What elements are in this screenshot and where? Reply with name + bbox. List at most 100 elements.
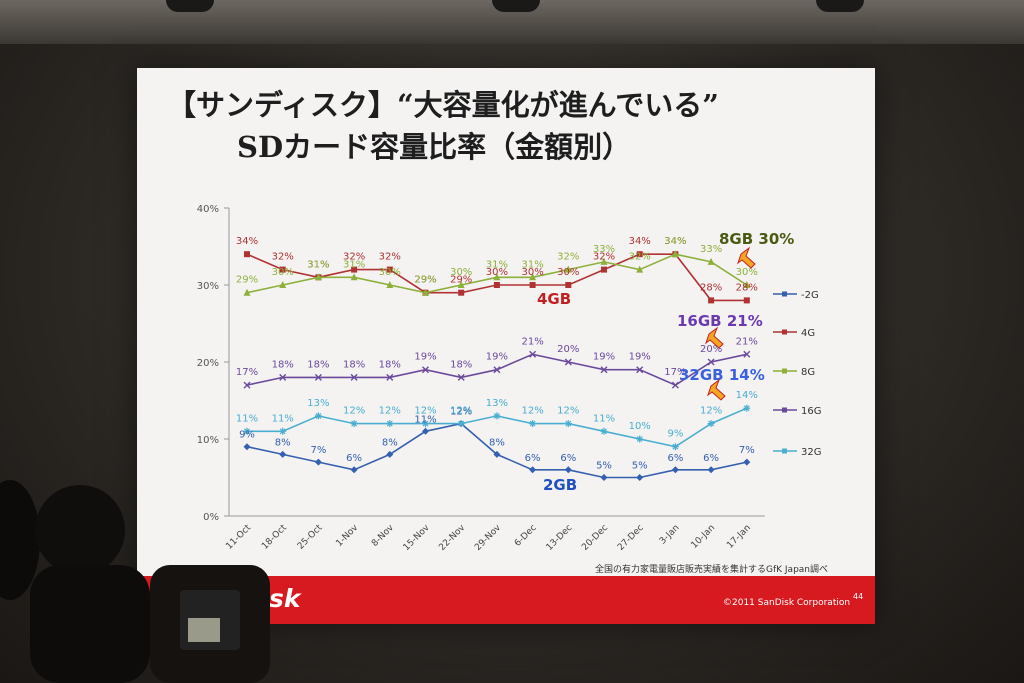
data-label: 34% [664, 236, 686, 247]
data-label: 11% [593, 413, 615, 424]
legend-label-s32g: 32G [801, 447, 821, 458]
legend-marker-s8g [782, 368, 787, 374]
data-point [279, 266, 286, 273]
data-label: 20% [557, 344, 579, 355]
data-point [457, 420, 465, 428]
data-label: 32% [629, 252, 651, 263]
legend-marker-s4g [782, 329, 787, 335]
data-label: 32% [343, 252, 365, 263]
series-s8g [243, 250, 751, 296]
data-label: 21% [521, 336, 543, 347]
data-label: 6% [667, 453, 683, 464]
x-tick-label: 15-Nov [402, 523, 432, 553]
x-tick-label: 29-Nov [473, 523, 503, 553]
data-point [707, 358, 715, 366]
source-note: 全国の有力家電量販店販売実績を集計するGfK Japan調べ [595, 565, 829, 575]
x-tick-label: 3-Jan [658, 523, 682, 547]
data-label: 19% [486, 352, 508, 363]
data-label: 5% [632, 461, 648, 472]
data-point [529, 466, 537, 474]
x-tick-label: 20-Dec [580, 523, 610, 553]
data-point [279, 450, 287, 458]
data-label: 9% [239, 430, 255, 441]
data-point [636, 265, 644, 273]
data-label: 31% [343, 259, 365, 270]
data-point [457, 281, 465, 288]
copyright-text: ©2011 SanDisk Corporation [723, 598, 851, 608]
data-label: 12% [450, 407, 472, 418]
data-label: 12% [343, 406, 365, 417]
data-point [458, 289, 465, 296]
data-label: 7% [739, 445, 755, 456]
data-point [564, 358, 572, 366]
x-tick-label: 1-Nov [334, 523, 360, 549]
legend-marker-s32g [782, 448, 787, 454]
x-tick-label: 13-Dec [545, 523, 575, 553]
data-label: 30% [521, 267, 543, 278]
legend-marker-s16g [782, 407, 787, 413]
data-label: 19% [629, 352, 651, 363]
data-point [564, 265, 572, 273]
data-label: 29% [414, 275, 436, 286]
data-point [600, 474, 608, 481]
data-label: 8% [382, 437, 398, 448]
data-label: 20% [700, 344, 722, 355]
data-label: 33% [700, 244, 722, 255]
callout-c2g: 2GB [543, 476, 577, 494]
data-label: 30% [379, 267, 401, 278]
x-tick-label: 22-Nov [437, 523, 467, 553]
data-point [422, 366, 429, 374]
data-label: 19% [593, 352, 615, 363]
data-point [636, 366, 644, 374]
data-point [279, 373, 287, 381]
legend-label-s16g: 16G [801, 406, 821, 417]
data-label: 21% [736, 336, 758, 347]
ceiling [0, 0, 1024, 44]
data-point [457, 373, 465, 381]
ceiling-light [816, 0, 864, 12]
data-point [493, 273, 501, 281]
y-tick-label: 40% [197, 204, 219, 215]
callout-arrow-icon [705, 326, 724, 349]
callout-arrow-icon [737, 246, 756, 269]
data-point [564, 466, 572, 474]
data-label: 31% [307, 259, 329, 270]
data-point [314, 373, 322, 381]
data-label: 12% [521, 406, 543, 417]
data-label: 7% [310, 445, 326, 456]
data-label: 30% [450, 267, 472, 278]
data-point [601, 266, 607, 273]
series-s32g [243, 404, 751, 451]
x-tick-label: 17-Jan [725, 523, 753, 551]
data-point [707, 420, 715, 428]
data-label: 12% [379, 406, 401, 417]
x-tick-label: 6-Dec [513, 523, 539, 549]
data-point [243, 381, 251, 389]
data-label: 32% [593, 252, 615, 263]
data-label: 14% [736, 390, 758, 401]
data-label: 5% [596, 461, 612, 472]
data-point [386, 281, 394, 288]
data-label: 31% [307, 259, 329, 270]
legend-label-s8g: 8G [801, 367, 815, 378]
data-label: 32% [557, 252, 579, 263]
y-tick-label: 20% [197, 358, 219, 369]
data-point [279, 281, 287, 288]
data-label: 11% [236, 413, 258, 424]
data-point [600, 366, 608, 374]
data-label: 29% [414, 275, 436, 286]
data-label: 33% [593, 244, 615, 255]
data-point [671, 443, 679, 451]
callout-arrow-icon [707, 378, 726, 401]
callout-c4g: 4GB [537, 290, 571, 308]
data-label: 9% [667, 429, 683, 440]
y-tick-label: 0% [203, 512, 219, 523]
data-point [350, 273, 358, 281]
data-point [671, 466, 679, 474]
data-point [743, 297, 750, 304]
ceiling-light [166, 0, 214, 12]
data-point [708, 297, 715, 304]
data-label: 12% [414, 406, 436, 417]
data-point [243, 427, 251, 435]
data-label: 32% [379, 252, 401, 263]
